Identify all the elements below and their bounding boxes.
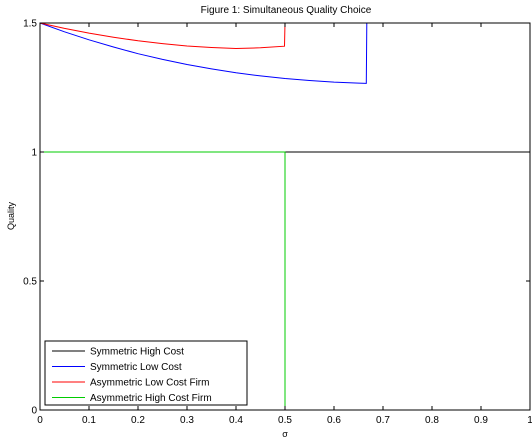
legend-label: Asymmetric Low Cost Firm <box>90 378 209 389</box>
x-tick-label: 1 <box>527 415 532 426</box>
y-axis-ticks: 0 0.5 1 1.5 <box>23 19 530 417</box>
y-tick-label: 1 <box>31 148 37 159</box>
legend-label: Asymmetric High Cost Firm <box>90 393 212 404</box>
x-tick-label: 0.5 <box>278 415 292 426</box>
x-tick-label: 0.1 <box>82 415 96 426</box>
y-tick-label: 0 <box>31 406 37 417</box>
chart-title: Figure 1: Simultaneous Quality Choice <box>201 5 372 16</box>
x-axis-label: σ <box>282 429 288 439</box>
y-tick-label: 1.5 <box>23 19 37 30</box>
x-tick-label: 0.3 <box>180 415 194 426</box>
x-tick-label: 0.2 <box>131 415 145 426</box>
x-axis-ticks: 0 0.1 0.2 0.3 0.4 0.5 0.6 0.7 0.8 0.9 1 <box>37 23 532 426</box>
y-tick-label: 0.5 <box>23 277 37 288</box>
y-axis-label: Quality <box>6 201 16 230</box>
x-tick-label: 0.4 <box>229 415 243 426</box>
legend-label: Symmetric High Cost <box>90 347 184 358</box>
x-tick-label: 0.6 <box>327 415 341 426</box>
legend-box <box>44 340 248 406</box>
legend-label: Symmetric Low Cost <box>90 362 182 373</box>
legend: Symmetric High Cost Symmetric Low Cost Asy… <box>44 340 248 406</box>
x-tick-label: 0.8 <box>425 415 439 426</box>
x-tick-label: 0.9 <box>474 415 488 426</box>
x-tick-label: 0 <box>37 415 43 426</box>
x-tick-label: 0.7 <box>376 415 390 426</box>
